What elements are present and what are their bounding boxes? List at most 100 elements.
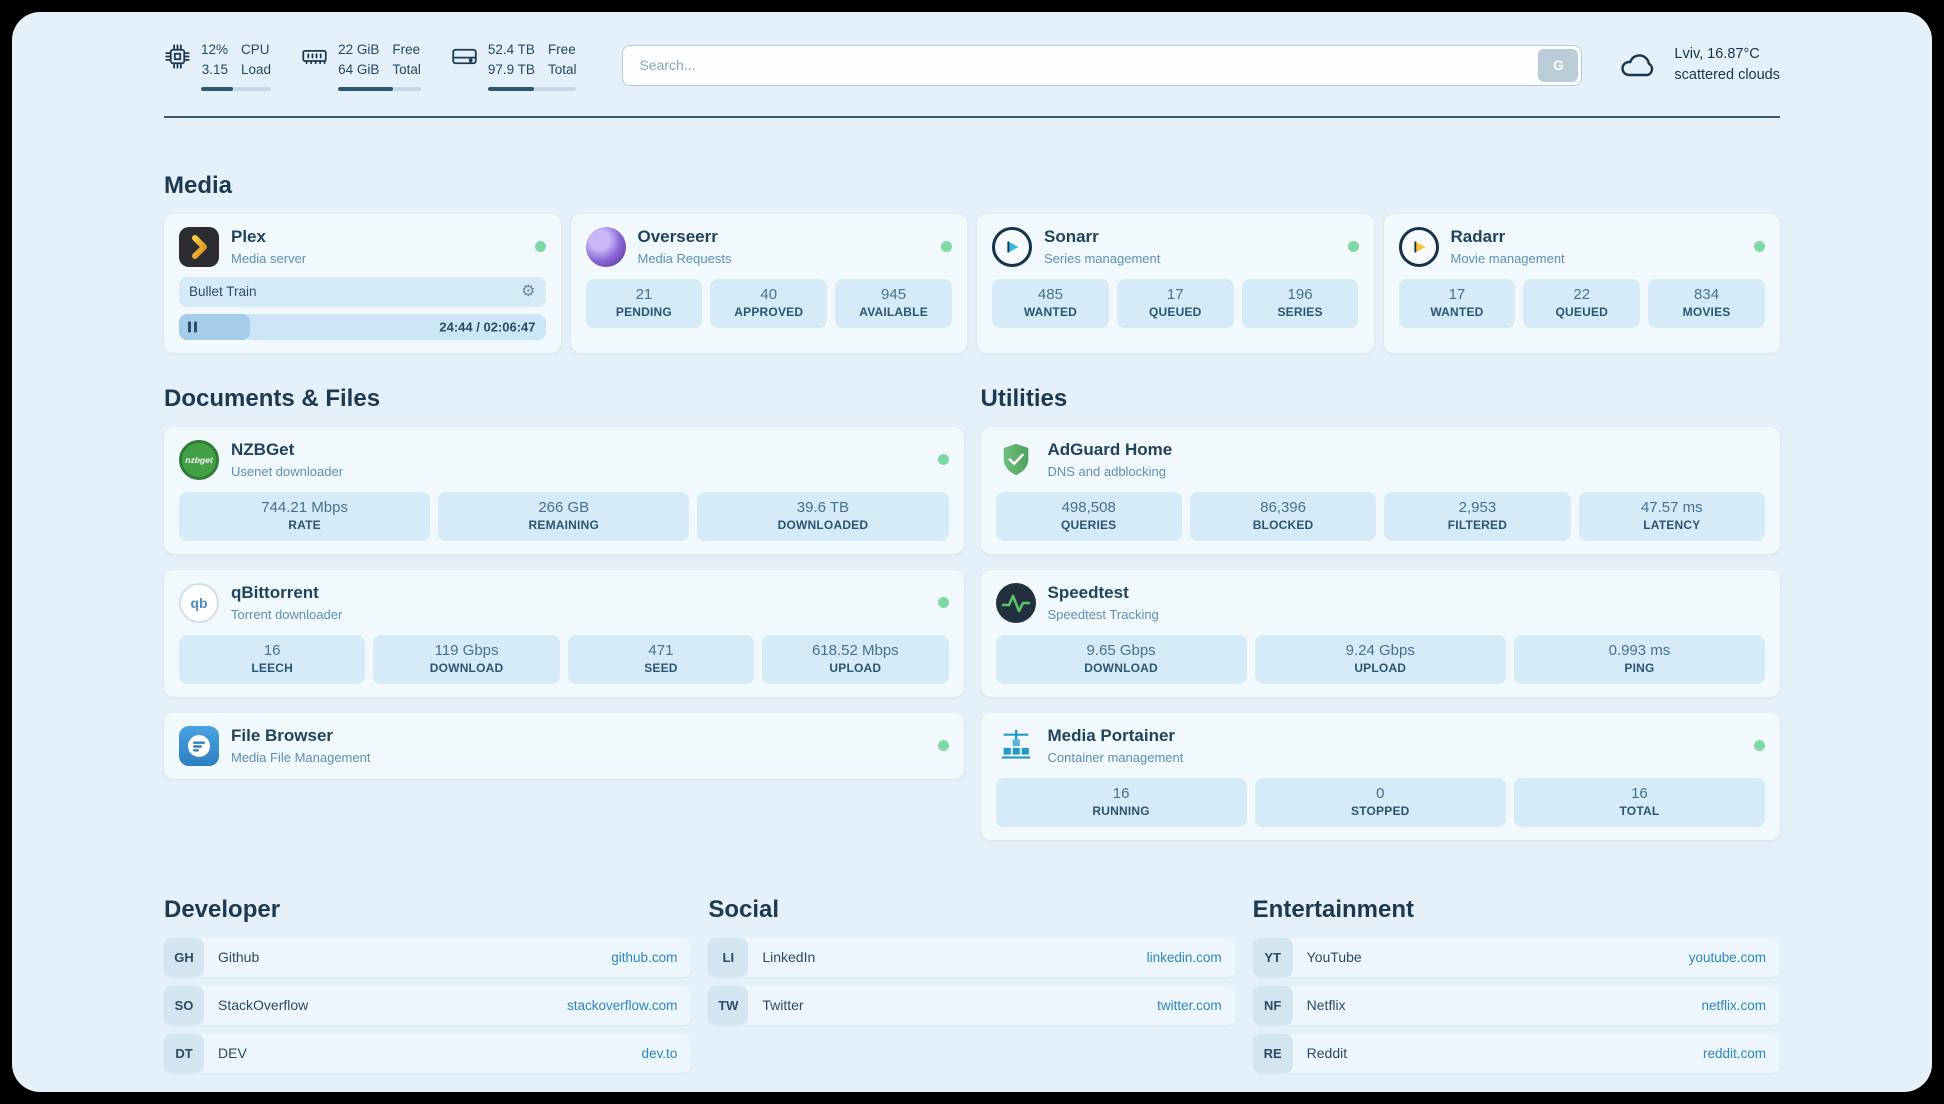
section-title-social: Social (708, 895, 780, 923)
link-dev[interactable]: DT DEV dev.to (164, 1033, 692, 1073)
cpu-label: CPU (241, 42, 270, 57)
stat-wanted: 17 WANTED (1398, 278, 1516, 328)
qbittorrent-card[interactable]: qb qBittorrent Torrent downloader 16 LEE… (164, 569, 964, 697)
stat-latency: 47.57 ms LATENCY (1578, 491, 1765, 541)
stat-pending: 21 PENDING (585, 278, 703, 328)
section-title-documents: Documents & Files (164, 384, 381, 412)
cpu-progress-fill (201, 86, 233, 91)
stat-rate: 744.21 Mbps RATE (179, 491, 431, 541)
cpu-values: 12% 3.15 (201, 40, 228, 81)
disk-free-label: Free (547, 42, 576, 57)
overseerr-card[interactable]: Overseerr Media Requests 21 PENDING 40 A… (570, 213, 967, 353)
service-name: Radarr (1450, 227, 1506, 247)
stat-queued: 22 QUEUED (1523, 278, 1641, 328)
dev-badge: DT (164, 1033, 204, 1073)
ram-total-value: 64 GiB (338, 62, 380, 78)
cpu-chip-icon (164, 43, 191, 70)
cloud-icon (1618, 49, 1664, 81)
adguard-card[interactable]: AdGuard Home DNS and adblocking 498,508 … (980, 426, 1780, 554)
radarr-card[interactable]: Radarr Movie management 17 WANTED 22 QUE… (1383, 213, 1780, 353)
disk-values: 52.4 TB 97.9 TB (488, 40, 535, 81)
playback-progress-bar[interactable]: 24:44 / 02:06:47 (179, 313, 546, 340)
adguard-shield-icon (996, 440, 1036, 480)
stat-stopped: 0 STOPPED (1254, 777, 1506, 827)
cpu-labels: CPU Load (241, 40, 271, 81)
service-name: Media Portainer (1047, 726, 1176, 746)
nzbget-icon: nzbget (179, 439, 219, 480)
hard-drive-icon (451, 43, 478, 70)
nzbget-card[interactable]: nzbget NZBGet Usenet downloader 744.21 M… (164, 426, 964, 554)
section-title-utilities: Utilities (980, 384, 1068, 412)
disk-free-value: 52.4 TB (487, 42, 535, 57)
section-title-developer: Developer (164, 895, 281, 923)
disk-labels: Free Total (548, 40, 577, 81)
speedtest-icon (995, 582, 1036, 623)
stat-queued: 17 QUEUED (1116, 278, 1234, 328)
gear-icon[interactable]: ⚙ (521, 282, 536, 300)
ram-stat: 22 GiB 64 GiB Free Total (301, 40, 421, 91)
link-stackoverflow[interactable]: SO StackOverflow stackoverflow.com (164, 985, 692, 1025)
plex-icon (179, 226, 219, 267)
link-reddit[interactable]: RE Reddit reddit.com (1252, 1033, 1780, 1073)
cpu-stat-body: 12% 3.15 CPU Load (201, 40, 272, 91)
link-netflix[interactable]: NF Netflix netflix.com (1252, 985, 1780, 1025)
plex-card[interactable]: Plex Media server Bullet Train ⚙ 24:44 /… (164, 213, 561, 353)
ram-icon (301, 43, 328, 70)
link-twitter[interactable]: TW Twitter twitter.com (708, 985, 1236, 1025)
service-name: qBittorrent (231, 583, 319, 603)
sonarr-card[interactable]: Sonarr Series management 485 WANTED 17 Q… (977, 213, 1374, 353)
ram-stat-body: 22 GiB 64 GiB Free Total (338, 40, 421, 91)
portainer-icon (996, 726, 1036, 766)
utilities-column: Utilities (980, 384, 1780, 840)
header-divider (164, 115, 1780, 118)
portainer-card[interactable]: Media Portainer Container management 16 … (980, 712, 1780, 840)
cpu-load-value: 3.15 (201, 62, 229, 78)
stat-seed: 471 SEED (567, 634, 755, 684)
cpu-load-label: Load (241, 62, 272, 78)
disk-progress-fill (487, 86, 534, 91)
middle-columns: Documents & Files nzbget NZBGet Usenet d… (164, 385, 1780, 840)
now-playing-row: Bullet Train ⚙ (179, 276, 546, 307)
stat-queries: 498,508 QUERIES (995, 491, 1182, 541)
playback-time: 24:44 / 02:06:47 (439, 319, 536, 334)
status-dot (1754, 241, 1765, 252)
stat-filtered: 2,953 FILTERED (1384, 491, 1571, 541)
entertainment-column: Entertainment YT YouTube youtube.com NF … (1252, 896, 1780, 1073)
ram-total-label: Total (392, 62, 421, 78)
ram-free-value: 22 GiB (338, 42, 380, 57)
weather-text: Lviv, 16.87°C scattered clouds (1674, 44, 1780, 86)
service-subtitle: Torrent downloader (231, 606, 343, 622)
pause-icon (188, 321, 197, 332)
cpu-stat: 12% 3.15 CPU Load (164, 40, 272, 91)
service-name: AdGuard Home (1047, 440, 1173, 460)
stat-download: 119 Gbps DOWNLOAD (373, 634, 560, 684)
disk-total-label: Total (547, 62, 577, 78)
twitter-badge: TW (708, 985, 749, 1025)
search-engine-button[interactable]: G (1538, 48, 1579, 82)
search-input[interactable] (622, 44, 1583, 86)
stat-available: 945 AVAILABLE (835, 278, 952, 328)
dashboard-panel: 12% 3.15 CPU Load (12, 12, 1932, 1092)
link-github[interactable]: GH Github github.com (164, 937, 692, 977)
filebrowser-card[interactable]: File Browser Media File Management (164, 712, 964, 779)
stat-downloaded: 39.6 TB DOWNLOADED (697, 491, 949, 541)
cpu-usage-value: 12% (201, 42, 229, 57)
stat-approved: 40 APPROVED (710, 278, 828, 328)
ram-progress-fill (338, 86, 393, 91)
stat-series: 196 SERIES (1241, 278, 1359, 328)
service-name: Speedtest (1047, 583, 1129, 603)
service-subtitle: Movie management (1450, 250, 1565, 266)
speedtest-card[interactable]: Speedtest Speedtest Tracking 9.65 Gbps D… (980, 569, 1780, 697)
status-dot (941, 241, 952, 252)
disk-stat: 52.4 TB 97.9 TB Free Total (451, 40, 577, 91)
search-bar: G (622, 44, 1583, 86)
link-youtube[interactable]: YT YouTube youtube.com (1252, 937, 1780, 977)
stat-movies: 834 MOVIES (1648, 278, 1765, 328)
status-dot (1754, 740, 1765, 751)
ram-values: 22 GiB 64 GiB (338, 40, 379, 81)
weather-location: Lviv, 16.87°C (1674, 46, 1760, 63)
link-linkedin[interactable]: LI LinkedIn linkedin.com (708, 937, 1236, 977)
overseerr-icon (585, 226, 626, 267)
ram-free-label: Free (392, 42, 421, 57)
stat-upload: 9.24 Gbps UPLOAD (1254, 634, 1506, 684)
